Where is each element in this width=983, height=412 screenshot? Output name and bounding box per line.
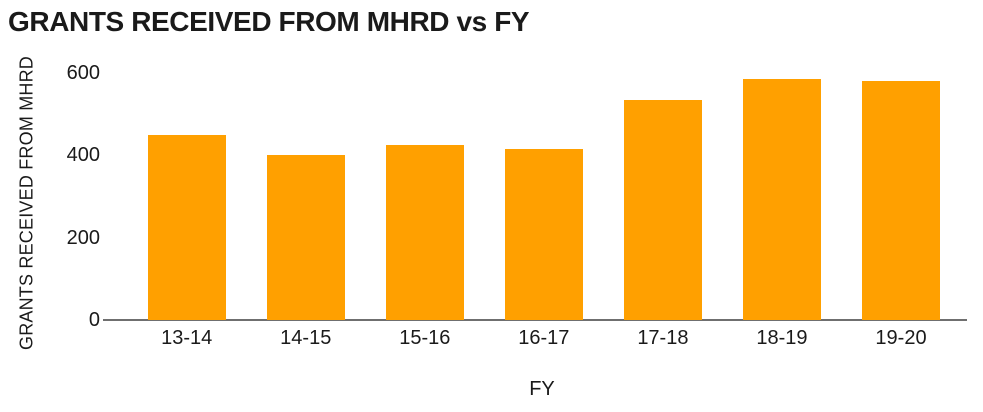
- x-axis-line: [103, 319, 967, 321]
- bar-19-20: [862, 81, 940, 320]
- y-tick-label: 600: [66, 62, 100, 84]
- bar-14-15: [266, 155, 345, 320]
- x-tick-label: 13-14: [161, 327, 213, 349]
- x-tick-label: 18-19: [756, 327, 808, 349]
- plot-area: [103, 73, 967, 320]
- x-tick-label: 15-16: [399, 327, 451, 349]
- x-tick-label: 17-18: [637, 327, 689, 349]
- y-tick-label: 400: [66, 144, 100, 167]
- bar-17-18: [623, 99, 702, 320]
- y-tick-label: 200: [66, 226, 100, 249]
- bar-13-14: [147, 134, 226, 320]
- x-tick-label: 16-17: [518, 327, 570, 349]
- bar-18-19: [742, 79, 821, 320]
- x-axis-title: FY: [529, 378, 555, 400]
- bar-15-16: [385, 145, 464, 320]
- x-tick-label: 14-15: [280, 327, 332, 349]
- y-axis-title: GRANTS RECEIVED FROM MHRD: [16, 55, 37, 351]
- x-tick-label: 19-20: [875, 327, 927, 349]
- y-tick-label: 0: [88, 309, 100, 331]
- bar-16-17: [504, 149, 583, 320]
- chart-title: GRANTS RECEIVED FROM MHRD vs FY: [8, 6, 530, 37]
